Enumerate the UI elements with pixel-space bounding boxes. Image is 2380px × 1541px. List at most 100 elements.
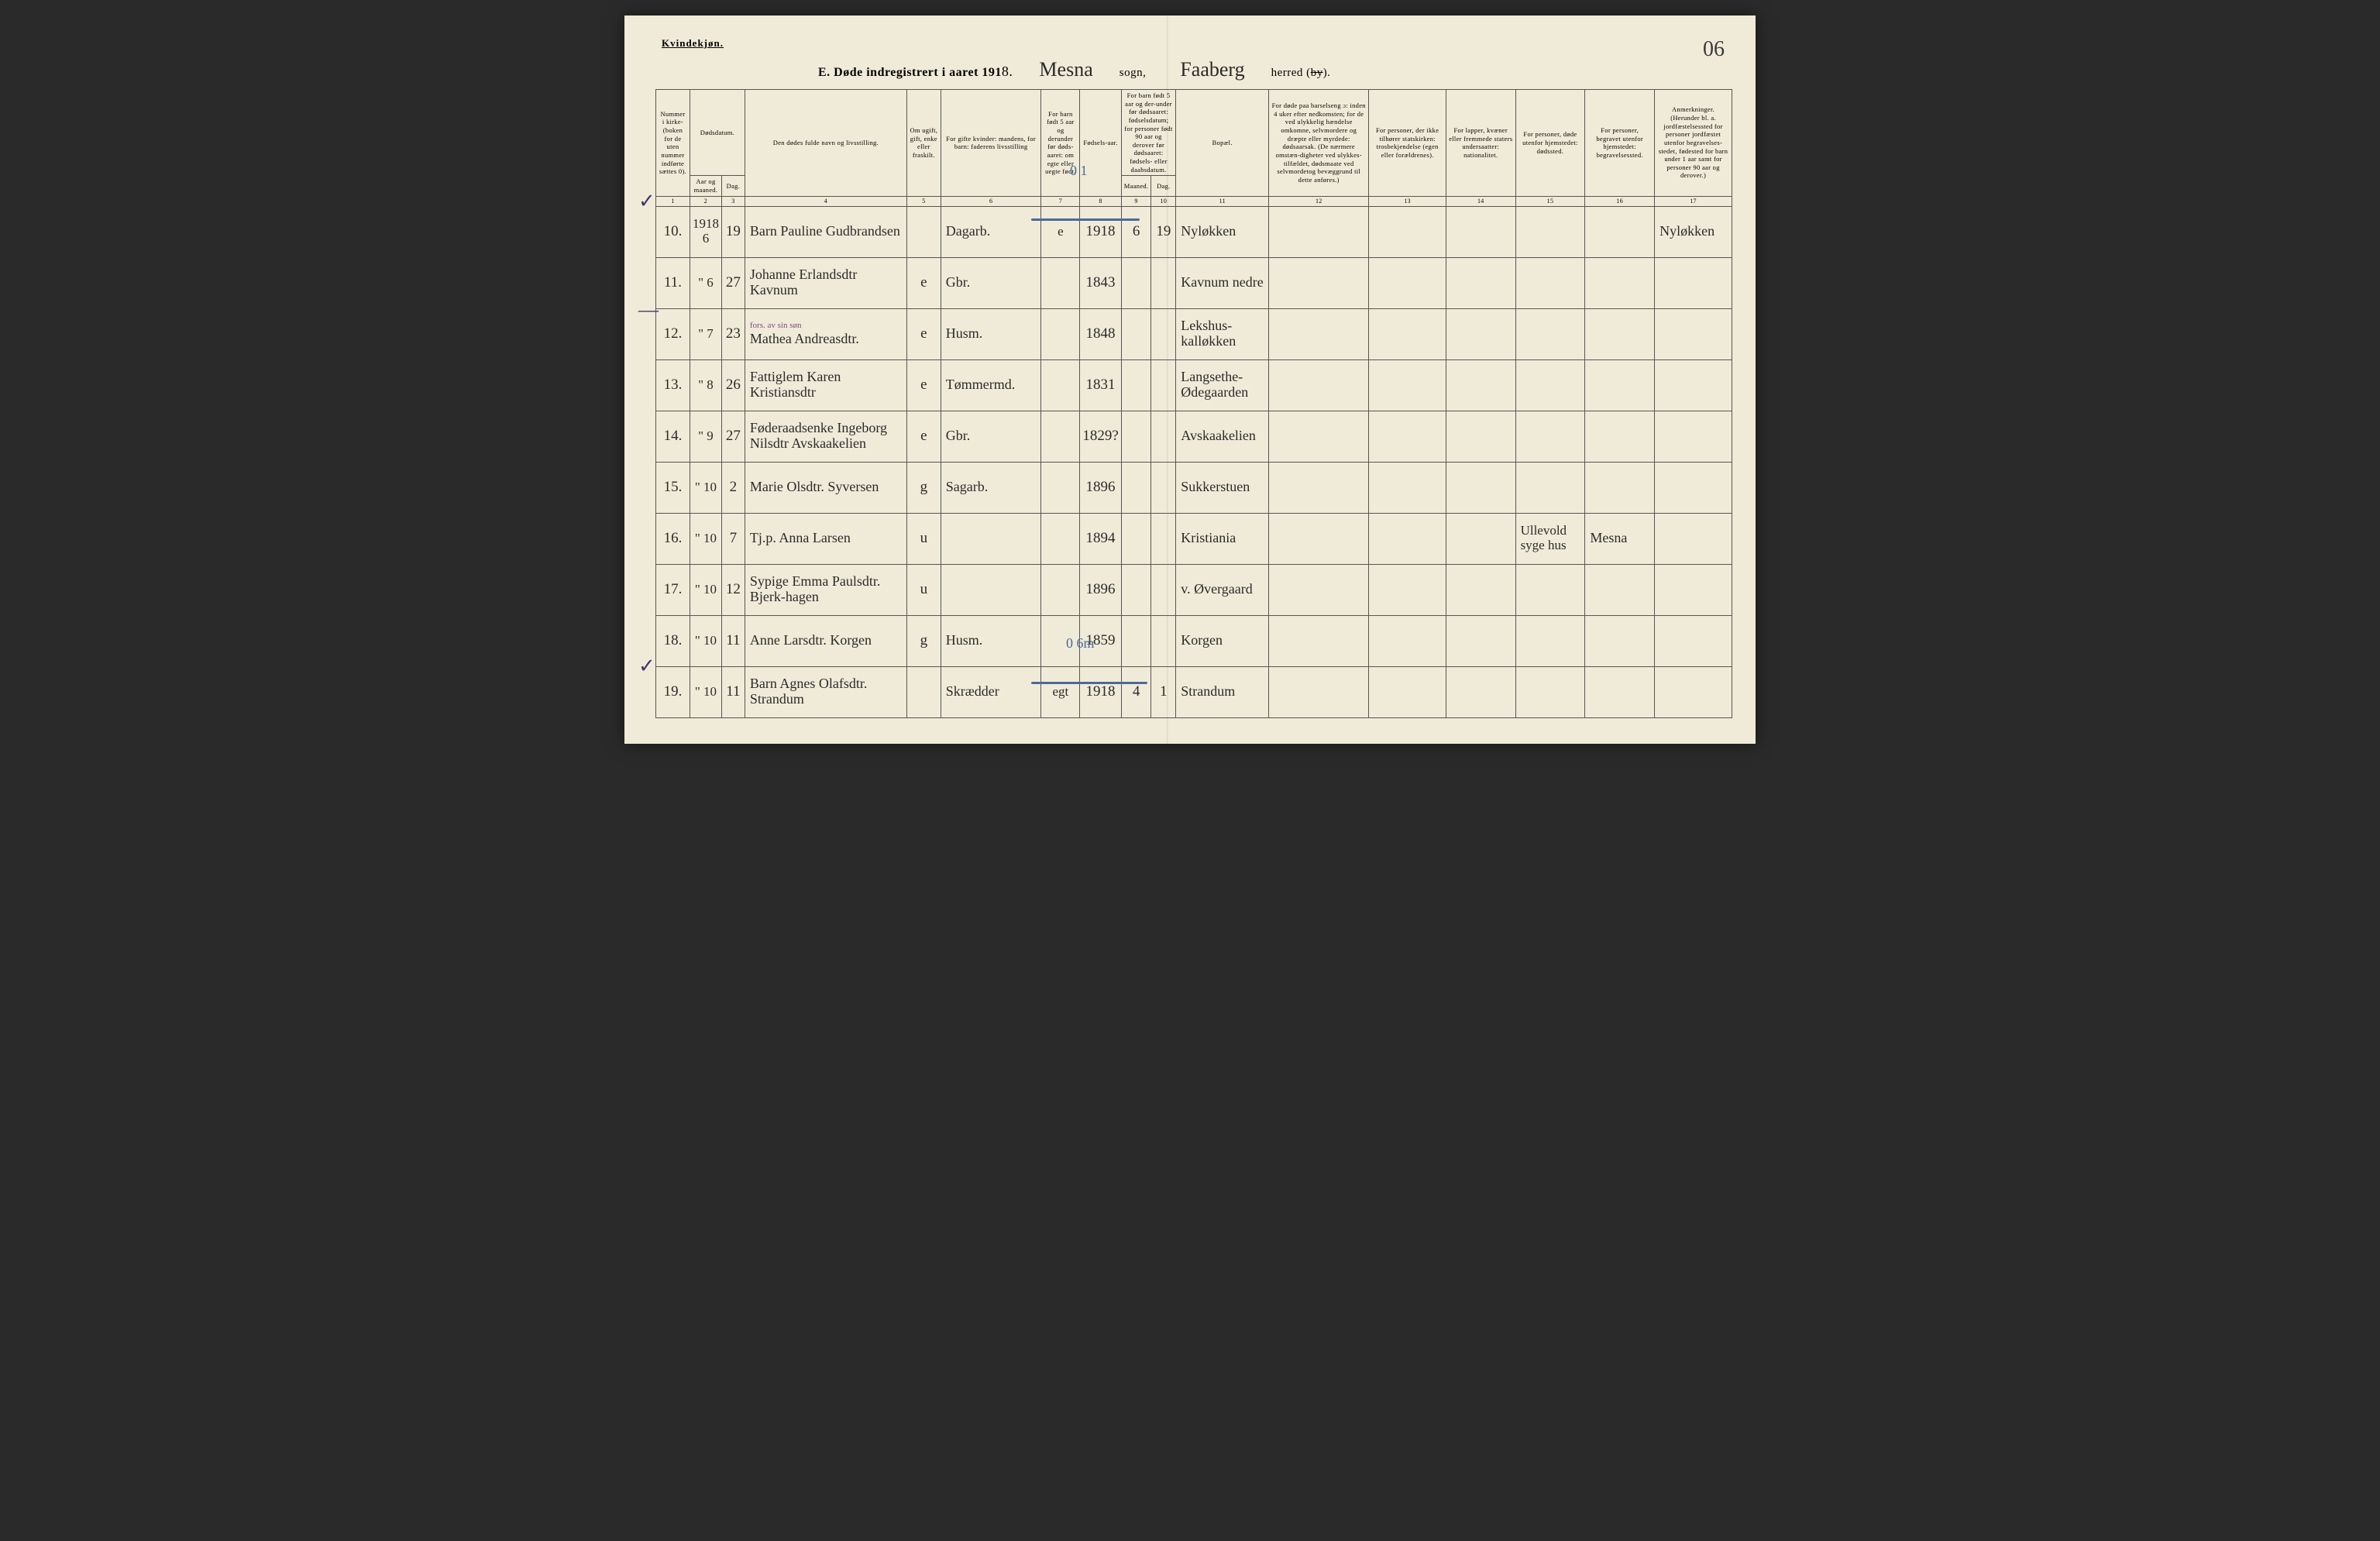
table-cell: Føderaadsenke Ingeborg Nilsdtr Avskaakel…: [745, 411, 906, 462]
table-row: 12." 723fors. av sin sønMathea Andreasdt…: [656, 308, 1732, 359]
col-header-day: Dag.: [721, 176, 745, 196]
table-cell: [1269, 257, 1369, 308]
col-header-deathplace: For personer, døde utenfor hjemstedet: d…: [1515, 90, 1585, 197]
table-cell: [1446, 411, 1515, 462]
table-cell: [1121, 411, 1151, 462]
table-cell: e: [906, 359, 941, 411]
district-label: herred (by).: [1271, 67, 1339, 79]
table-cell: [1369, 411, 1446, 462]
table-row: 18." 1011Anne Larsdtr. KorgengHusm.1859K…: [656, 615, 1732, 666]
table-cell: e: [906, 308, 941, 359]
table-cell: Johanne Erlandsdtr Kavnum: [745, 257, 906, 308]
table-cell: [1269, 564, 1369, 615]
table-cell: [1515, 359, 1585, 411]
table-cell: Sypige Emma Paulsdtr. Bjerk-hagen: [745, 564, 906, 615]
table-row: 19." 1011Barn Agnes Olafsdtr. StrandumSk…: [656, 666, 1732, 717]
parish-name: Mesna: [1016, 58, 1116, 81]
colnum: 7: [1041, 196, 1080, 206]
table-cell: [1269, 462, 1369, 513]
table-cell: [1585, 615, 1655, 666]
blue-underline: [1031, 218, 1140, 221]
table-cell: 17.: [656, 564, 690, 615]
table-cell: [1515, 411, 1585, 462]
table-cell: [1515, 615, 1585, 666]
table-cell: " 9: [690, 411, 721, 462]
table-cell: [1446, 564, 1515, 615]
table-cell: [1655, 411, 1732, 462]
table-cell: [1585, 257, 1655, 308]
register-page: Kvindekjøn. 06 E. Døde indregistrert i a…: [624, 15, 1756, 744]
colnum: 1: [656, 196, 690, 206]
table-row: 11." 627Johanne Erlandsdtr KavnumeGbr.18…: [656, 257, 1732, 308]
table-cell: [1269, 308, 1369, 359]
table-cell: Husm.: [941, 615, 1041, 666]
table-cell: Skrædder: [941, 666, 1041, 717]
table-cell: [1151, 359, 1176, 411]
table-cell: [1515, 206, 1585, 257]
table-cell: 6: [1121, 206, 1151, 257]
colnum: 17: [1655, 196, 1732, 206]
table-cell: [1655, 257, 1732, 308]
colnum: 14: [1446, 196, 1515, 206]
table-cell: Sagarb.: [941, 462, 1041, 513]
table-cell: [1446, 513, 1515, 564]
col-header-bmonth: Maaned.: [1121, 176, 1151, 196]
table-cell: [1151, 564, 1176, 615]
table-cell: [1369, 615, 1446, 666]
table-cell: 13.: [656, 359, 690, 411]
parish-label: sogn,: [1119, 67, 1154, 79]
table-cell: [906, 666, 941, 717]
table-cell: u: [906, 564, 941, 615]
table-cell: [1369, 308, 1446, 359]
table-cell: g: [906, 615, 941, 666]
table-cell: 1896: [1080, 564, 1121, 615]
table-cell: [1041, 257, 1080, 308]
table-cell: 10.: [656, 206, 690, 257]
table-cell: 4: [1121, 666, 1151, 717]
table-cell: [906, 206, 941, 257]
table-cell: 12: [721, 564, 745, 615]
table-cell: [1269, 359, 1369, 411]
table-cell: 19: [1151, 206, 1176, 257]
table-cell: [1515, 564, 1585, 615]
table-cell: [1515, 666, 1585, 717]
table-row: 15." 102Marie Olsdtr. SyversengSagarb.18…: [656, 462, 1732, 513]
table-cell: [1151, 308, 1176, 359]
col-header-remarks: Anmerkninger. (Herunder bl. a. jordfæste…: [1655, 90, 1732, 197]
table-cell: Anne Larsdtr. Korgen: [745, 615, 906, 666]
table-cell: [1515, 462, 1585, 513]
col-header-burialplace: For personer, begravet utenfor hjemstede…: [1585, 90, 1655, 197]
table-cell: Tj.p. Anna Larsen: [745, 513, 906, 564]
table-cell: 1918: [1080, 206, 1121, 257]
blue-annotation-bottom: 0 6m: [1066, 635, 1095, 652]
table-cell: 1: [1151, 666, 1176, 717]
colnum: 9: [1121, 196, 1151, 206]
colnum: 8: [1080, 196, 1121, 206]
table-cell: Dagarb.: [941, 206, 1041, 257]
table-cell: [1151, 411, 1176, 462]
table-cell: 1918: [1080, 666, 1121, 717]
table-cell: [1121, 359, 1151, 411]
table-cell: Avskaakelien: [1176, 411, 1269, 462]
table-cell: Lekshus-kalløkken: [1176, 308, 1269, 359]
col-header-nationality: For lapper, kvæner eller fremmede stater…: [1446, 90, 1515, 197]
table-cell: [1585, 462, 1655, 513]
table-cell: Nyløkken: [1655, 206, 1732, 257]
table-cell: [1369, 359, 1446, 411]
table-cell: 12.: [656, 308, 690, 359]
table-cell: e: [1041, 206, 1080, 257]
table-cell: [1121, 513, 1151, 564]
col-header-faith: For personer, der ikke tilhører statskir…: [1369, 90, 1446, 197]
table-row: 16." 107Tj.p. Anna Larsenu1894Kristiania…: [656, 513, 1732, 564]
table-cell: 1848: [1080, 308, 1121, 359]
colnum: 12: [1269, 196, 1369, 206]
table-cell: Mesna: [1585, 513, 1655, 564]
table-cell: 14.: [656, 411, 690, 462]
table-cell: 11.: [656, 257, 690, 308]
check-mark: ✓: [638, 655, 655, 678]
table-row: 10.1918 619Barn Pauline GudbrandsenDagar…: [656, 206, 1732, 257]
table-cell: [1151, 462, 1176, 513]
table-header: Nummer i kirke-(boken for de uten nummer…: [656, 90, 1732, 207]
table-cell: v. Øvergaard: [1176, 564, 1269, 615]
table-cell: [1585, 666, 1655, 717]
